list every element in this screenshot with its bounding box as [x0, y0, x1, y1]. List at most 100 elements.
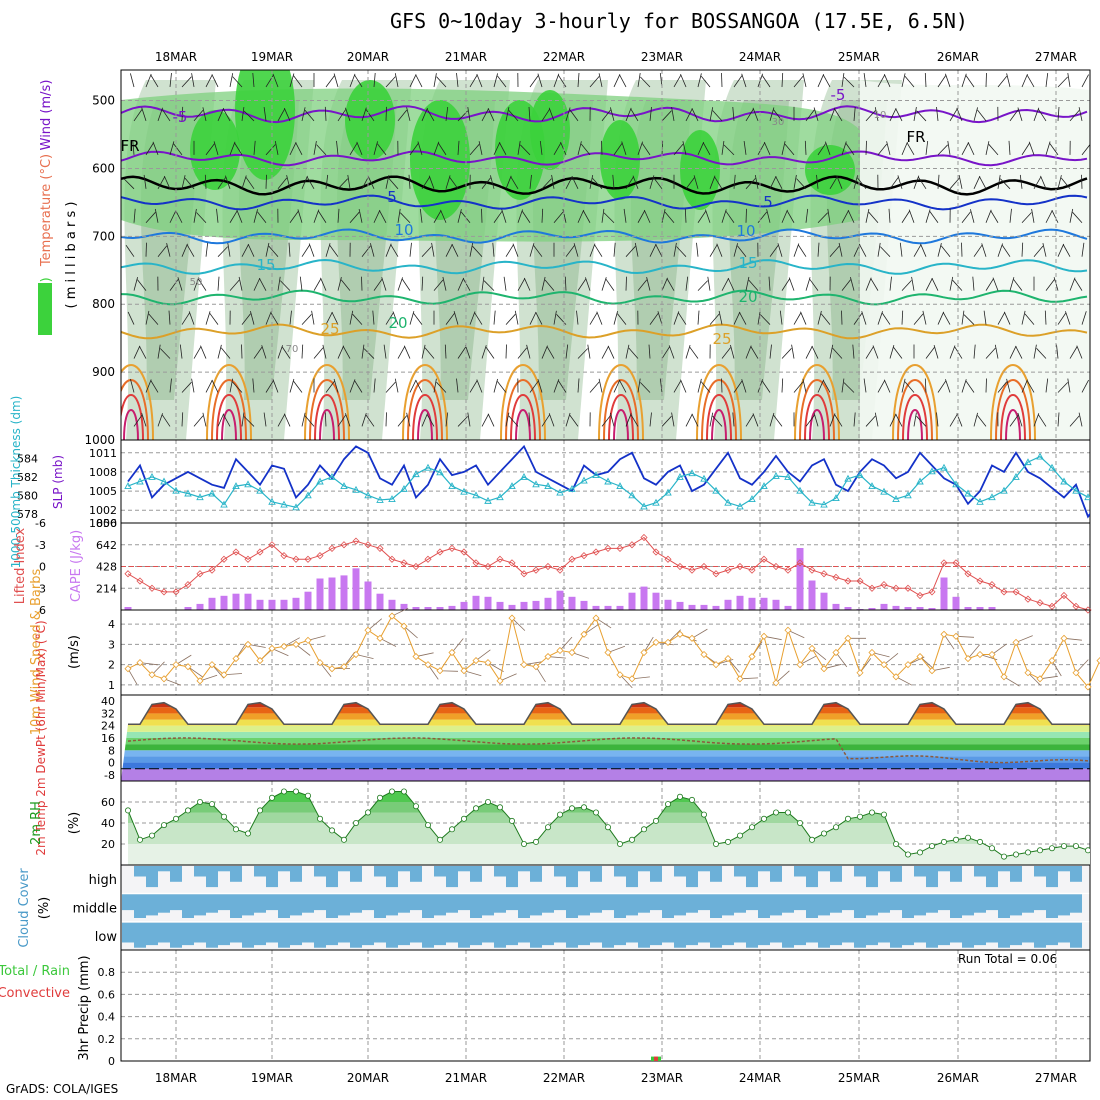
cloud-bar	[158, 894, 170, 913]
cloud-bar	[662, 894, 674, 918]
wind-barb	[757, 211, 768, 224]
rh2m-marker	[533, 838, 540, 845]
wind-barb	[829, 107, 836, 122]
wind-barb	[913, 412, 917, 427]
thickness-marker	[712, 486, 720, 494]
wind-barb	[281, 346, 291, 359]
wind-barb	[227, 242, 231, 257]
wind-barb	[682, 141, 687, 155]
lifted-index-marker	[616, 544, 624, 552]
wind-barb	[929, 211, 939, 223]
wind-barb	[301, 412, 306, 427]
wind-barb	[497, 75, 507, 88]
wind-barb	[640, 382, 651, 393]
lifted-index-marker	[196, 570, 204, 578]
cloud-bar	[674, 922, 686, 948]
rh2m-marker	[785, 809, 792, 816]
wind-barb	[721, 347, 731, 359]
wind-barb	[169, 378, 172, 393]
wind-barb	[992, 277, 999, 291]
t2m-tick: 40	[101, 695, 115, 708]
wind-barb	[817, 379, 825, 393]
cloud-bar	[230, 866, 242, 882]
cloud-bar	[698, 922, 710, 943]
cloud-bar	[1070, 894, 1082, 913]
rh2m-marker	[304, 792, 311, 799]
surface-temp-loop	[608, 394, 634, 440]
wind-barb	[440, 209, 447, 223]
wind-barb	[829, 344, 834, 359]
contour-label: FR	[120, 137, 139, 155]
cape-bar	[220, 595, 228, 610]
cloud-bar	[734, 894, 746, 913]
cloud-bar	[890, 922, 902, 948]
precip-total-label: Total / Rain	[0, 964, 70, 979]
wind-barb	[157, 245, 168, 257]
wind-barb	[123, 178, 135, 190]
rh2m-marker	[917, 849, 924, 856]
wind-barb	[408, 174, 411, 189]
rh2m-marker	[508, 817, 515, 824]
precip-tick: 0.4	[98, 1011, 116, 1024]
thickness-marker	[580, 476, 588, 484]
lifted-index-marker	[160, 588, 168, 596]
wind-barb	[773, 109, 783, 122]
wind10-barb	[475, 649, 491, 661]
rh2m-marker	[821, 830, 828, 837]
wind-barb	[693, 175, 699, 189]
precip-tick: 0	[108, 1055, 115, 1068]
rh2m-marker	[196, 799, 203, 806]
wind-barb	[805, 414, 815, 427]
wind-barb	[1081, 74, 1089, 88]
wind-barb	[863, 73, 867, 88]
wind-barb	[467, 412, 471, 427]
wind-barb	[280, 280, 291, 291]
wind-barb	[277, 345, 283, 359]
wind-barb	[277, 414, 286, 427]
wind10-marker	[268, 644, 276, 653]
wind-barb	[769, 245, 779, 257]
cloud-bar	[218, 922, 230, 946]
thickness-marker	[652, 498, 660, 506]
wind-barb	[490, 175, 495, 189]
cloud-bar	[710, 922, 722, 948]
wind-barb	[580, 143, 591, 156]
wind-barb	[553, 379, 560, 393]
cloud-bar	[134, 922, 146, 948]
thickness-marker	[496, 493, 504, 501]
cape-bar	[640, 586, 648, 610]
cloud-bar	[854, 922, 866, 948]
contour-label: 25	[712, 330, 731, 348]
cloud-bar	[458, 894, 470, 911]
wind-barb	[804, 140, 807, 155]
wind-barb	[811, 345, 819, 359]
rh2m-marker	[388, 788, 395, 795]
cloud-bar	[710, 894, 722, 918]
wind-barb	[505, 107, 510, 122]
wind-barb	[1009, 277, 1015, 291]
lifted-index-marker	[808, 566, 816, 574]
wind-barb	[1060, 177, 1071, 190]
wind-barb	[465, 345, 471, 359]
wind-barb	[732, 412, 735, 427]
wind-barb	[270, 312, 279, 325]
wind10-axis-label: 10m Wind Speed & Barbs	[29, 569, 44, 736]
wind-barb	[565, 344, 569, 359]
lifted-index-marker	[412, 562, 420, 571]
wind-barb	[268, 245, 279, 257]
cape-bar	[328, 577, 336, 610]
wind-barb	[712, 110, 723, 122]
wind10-marker	[220, 671, 228, 679]
wind-barb	[241, 175, 247, 189]
wind10-marker	[628, 675, 636, 683]
wind10-barb	[595, 617, 612, 629]
wind-barb	[265, 144, 276, 156]
wind-barb	[457, 140, 460, 155]
cloud-bar	[518, 922, 530, 943]
wind-barb	[781, 278, 790, 291]
cloud-bar	[1010, 866, 1022, 882]
wind-barb	[877, 143, 888, 156]
thickness-marker	[928, 467, 936, 475]
wind10-barb	[451, 638, 464, 653]
t2m-band	[121, 744, 1090, 751]
